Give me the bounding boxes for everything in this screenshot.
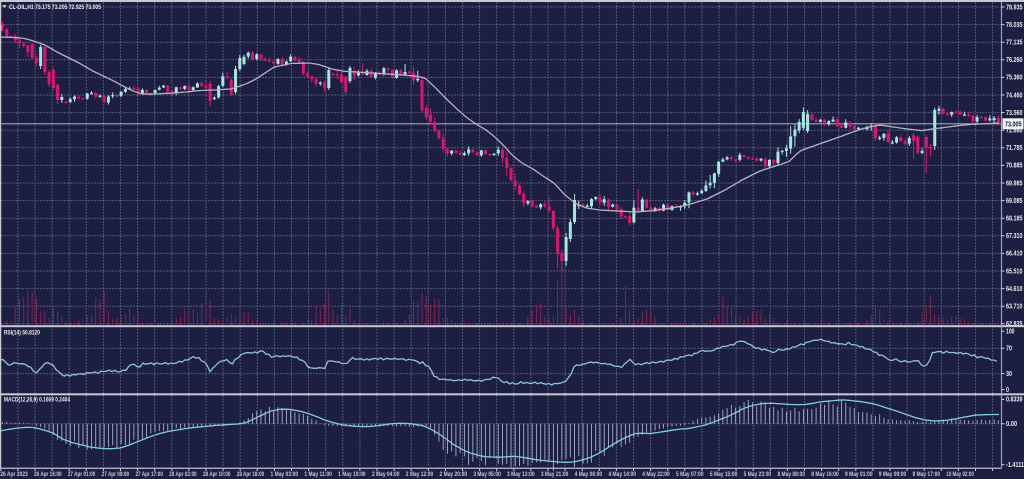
- svg-text:5 May 23:00: 5 May 23:00: [744, 471, 772, 478]
- svg-text:75.360: 75.360: [1006, 75, 1023, 82]
- svg-text:69.985: 69.985: [1006, 180, 1023, 187]
- svg-text:2 May 20:00: 2 May 20:00: [440, 471, 468, 478]
- svg-text:CL-OIL,H1 73.175 73.205 72.925: CL-OIL,H1 73.175 73.205 72.925 73.005: [9, 4, 101, 11]
- svg-text:1 May 19:00: 1 May 19:00: [338, 471, 366, 478]
- svg-text:-1.4111: -1.4111: [1006, 462, 1024, 469]
- svg-text:28 Apr 18:00: 28 Apr 18:00: [237, 471, 265, 478]
- svg-text:10 May 02:00: 10 May 02:00: [946, 471, 974, 478]
- svg-text:74.460: 74.460: [1006, 92, 1023, 99]
- svg-text:30: 30: [1006, 371, 1012, 378]
- svg-text:9 May 01:00: 9 May 01:00: [845, 471, 873, 478]
- svg-text:8 May 16:00: 8 May 16:00: [811, 471, 839, 478]
- svg-text:3 May 21:00: 3 May 21:00: [541, 471, 569, 478]
- svg-text:63.710: 63.710: [1006, 304, 1023, 311]
- svg-text:76.260: 76.260: [1006, 57, 1023, 64]
- svg-text:73.560: 73.560: [1006, 110, 1023, 117]
- svg-text:73.005: 73.005: [1005, 121, 1022, 128]
- svg-text:72.660: 72.660: [1006, 128, 1023, 135]
- svg-text:1 May 03:00: 1 May 03:00: [271, 471, 299, 478]
- svg-text:0.00: 0.00: [1006, 421, 1017, 428]
- svg-text:78.035: 78.035: [1006, 22, 1023, 29]
- svg-text:2 May 04:00: 2 May 04:00: [372, 471, 400, 478]
- svg-text:5 May 15:00: 5 May 15:00: [710, 471, 738, 478]
- svg-text:78.935: 78.935: [1006, 4, 1023, 11]
- svg-text:27 Apr 17:00: 27 Apr 17:00: [135, 471, 163, 478]
- svg-text:77.135: 77.135: [1006, 40, 1023, 47]
- svg-text:4 May 22:00: 4 May 22:00: [642, 471, 670, 478]
- svg-text:70.885: 70.885: [1006, 163, 1023, 170]
- svg-text:100: 100: [1006, 329, 1015, 336]
- svg-text:5 May 07:00: 5 May 07:00: [676, 471, 704, 478]
- svg-text:0.8339: 0.8339: [1006, 397, 1023, 404]
- svg-text:0: 0: [1006, 387, 1009, 394]
- svg-text:65.510: 65.510: [1006, 268, 1023, 275]
- svg-text:3 May 05:00: 3 May 05:00: [473, 471, 501, 478]
- svg-text:9 May 09:00: 9 May 09:00: [879, 471, 907, 478]
- svg-text:28 Apr 10:00: 28 Apr 10:00: [203, 471, 231, 478]
- svg-text:27 Apr 09:00: 27 Apr 09:00: [102, 471, 130, 478]
- svg-text:70: 70: [1006, 346, 1012, 353]
- svg-text:71.785: 71.785: [1006, 145, 1023, 152]
- svg-text:3 May 13:00: 3 May 13:00: [507, 471, 535, 478]
- svg-text:27 Apr 01:00: 27 Apr 01:00: [68, 471, 96, 478]
- svg-text:62.835: 62.835: [1006, 321, 1023, 328]
- svg-text:4 May 14:00: 4 May 14:00: [608, 471, 636, 478]
- svg-text:26 Apr 2023: 26 Apr 2023: [0, 471, 28, 478]
- svg-text:1 May 11:00: 1 May 11:00: [304, 471, 332, 478]
- svg-text:26 Apr 16:00: 26 Apr 16:00: [34, 471, 62, 478]
- svg-text:2 May 12:00: 2 May 12:00: [406, 471, 434, 478]
- svg-text:67.310: 67.310: [1006, 233, 1023, 240]
- svg-text:68.185: 68.185: [1006, 216, 1023, 223]
- svg-text:66.410: 66.410: [1006, 251, 1023, 258]
- svg-text:MACD(12,26,9) 0.1669 0.2404: MACD(12,26,9) 0.1669 0.2404: [4, 396, 70, 403]
- svg-text:8 May 08:00: 8 May 08:00: [777, 471, 805, 478]
- svg-text:28 Apr 02:00: 28 Apr 02:00: [169, 471, 197, 478]
- svg-text:9 May 17:00: 9 May 17:00: [913, 471, 941, 478]
- svg-text:4 May 06:00: 4 May 06:00: [575, 471, 603, 478]
- svg-text:64.610: 64.610: [1006, 286, 1023, 293]
- svg-text:RSI(14) 50.8120: RSI(14) 50.8120: [4, 330, 40, 337]
- svg-text:69.085: 69.085: [1006, 198, 1023, 205]
